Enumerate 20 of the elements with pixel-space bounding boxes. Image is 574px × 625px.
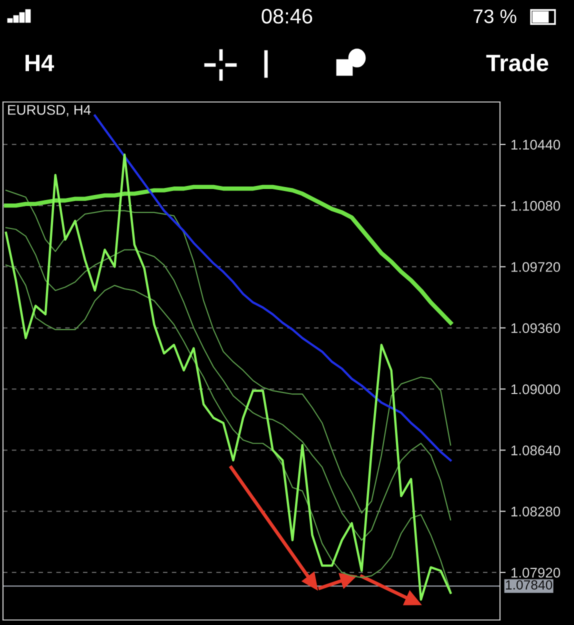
y-tick-label: 1.08280 bbox=[511, 506, 560, 516]
text: Trade bbox=[486, 54, 548, 72]
y-tick-label: 1.10440 bbox=[511, 140, 560, 150]
line-series bbox=[4, 184, 453, 325]
line-series bbox=[4, 154, 452, 601]
y-tick-label: 1.09360 bbox=[511, 323, 560, 334]
y-tick-label: 1.09000 bbox=[511, 384, 560, 394]
y-tick-label: 1.09720 bbox=[511, 262, 560, 272]
y-tick-label: 1.07920 bbox=[511, 568, 560, 578]
ref-line-label: 1.07840 bbox=[506, 580, 552, 590]
line-series bbox=[94, 114, 452, 462]
y-tick-label: 1.08640 bbox=[511, 446, 560, 456]
chart-title: EURUSD, H4 bbox=[8, 104, 91, 116]
line-series bbox=[5, 227, 452, 541]
text: 08:46 bbox=[262, 8, 312, 24]
y-tick-label: 1.10080 bbox=[511, 200, 560, 211]
text: 73 % bbox=[474, 9, 516, 24]
line-series bbox=[5, 264, 452, 592]
text: H4 bbox=[26, 54, 54, 72]
line-series bbox=[5, 190, 452, 514]
